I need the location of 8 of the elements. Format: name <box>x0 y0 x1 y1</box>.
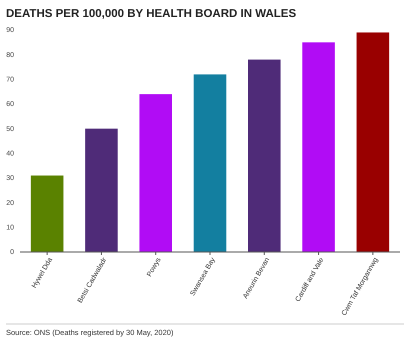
bar <box>85 128 118 252</box>
bar <box>302 42 335 252</box>
bar <box>139 94 172 252</box>
chart-title: DEATHS PER 100,000 BY HEALTH BOARD IN WALES <box>6 8 296 20</box>
bar <box>356 32 390 252</box>
bar <box>194 74 226 252</box>
bar <box>248 60 281 252</box>
bar <box>30 176 64 252</box>
